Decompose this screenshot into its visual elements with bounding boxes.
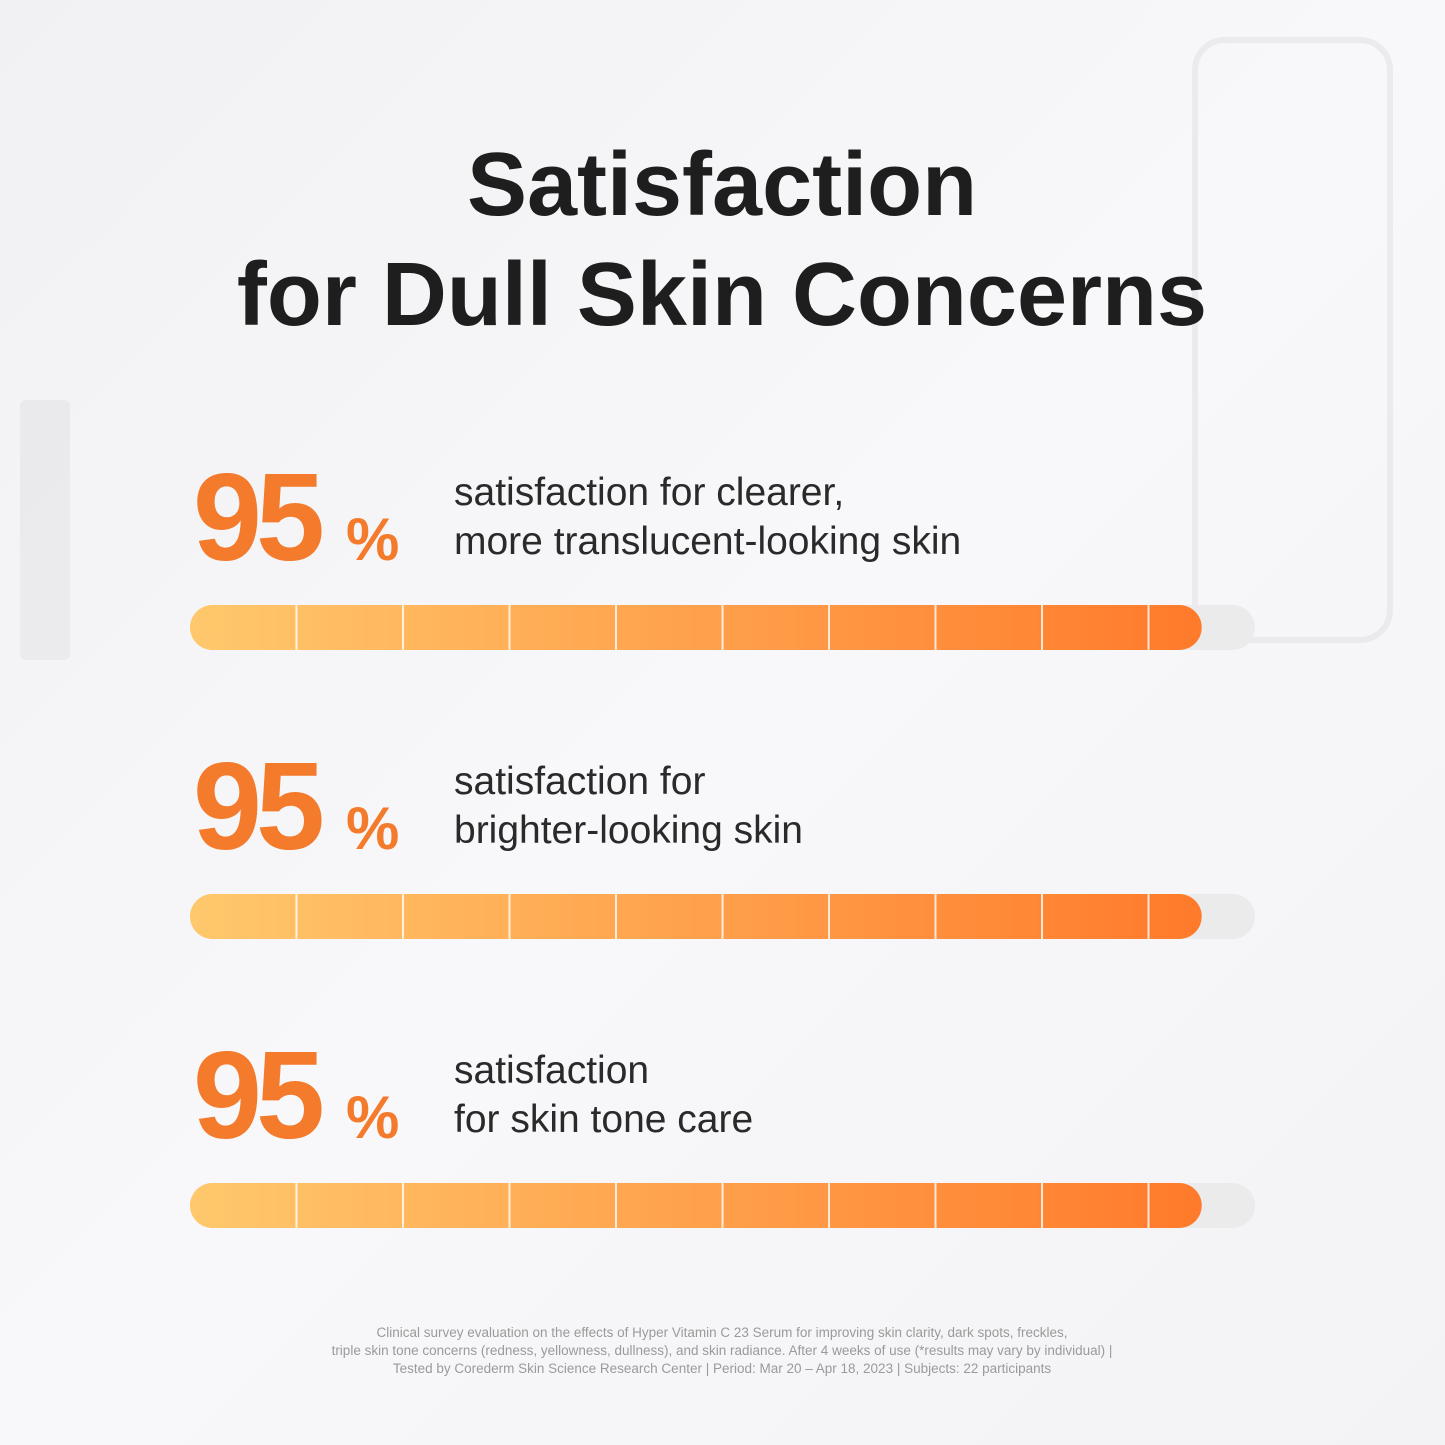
percent-unit: % bbox=[346, 506, 399, 573]
category-label: satisfaction bbox=[454, 1049, 649, 1092]
footnote: triple skin tone concerns (redness, yell… bbox=[332, 1343, 1113, 1358]
percent-unit: % bbox=[346, 1084, 399, 1151]
category-label: for skin tone care bbox=[454, 1098, 753, 1141]
category-label: brighter-looking skin bbox=[454, 809, 803, 852]
title-line: Satisfaction bbox=[467, 135, 977, 235]
footnote: Tested by Corederm Skin Science Research… bbox=[393, 1361, 1052, 1376]
percent-unit: % bbox=[346, 795, 399, 862]
glass-decoration bbox=[20, 400, 70, 660]
bar bbox=[190, 1183, 1202, 1228]
bar bbox=[190, 605, 1202, 650]
glass-decoration bbox=[1192, 37, 1393, 643]
percent-number: 95 bbox=[193, 449, 322, 587]
category-label: satisfaction for bbox=[454, 760, 705, 803]
percent-number: 95 bbox=[193, 738, 322, 876]
category-label: satisfaction for clearer, bbox=[454, 471, 844, 514]
bar bbox=[190, 894, 1202, 939]
title-line: for Dull Skin Concerns bbox=[237, 245, 1207, 345]
percent-number: 95 bbox=[193, 1027, 322, 1165]
category-label: more translucent-looking skin bbox=[454, 520, 961, 563]
footnote: Clinical survey evaluation on the effect… bbox=[376, 1325, 1067, 1340]
